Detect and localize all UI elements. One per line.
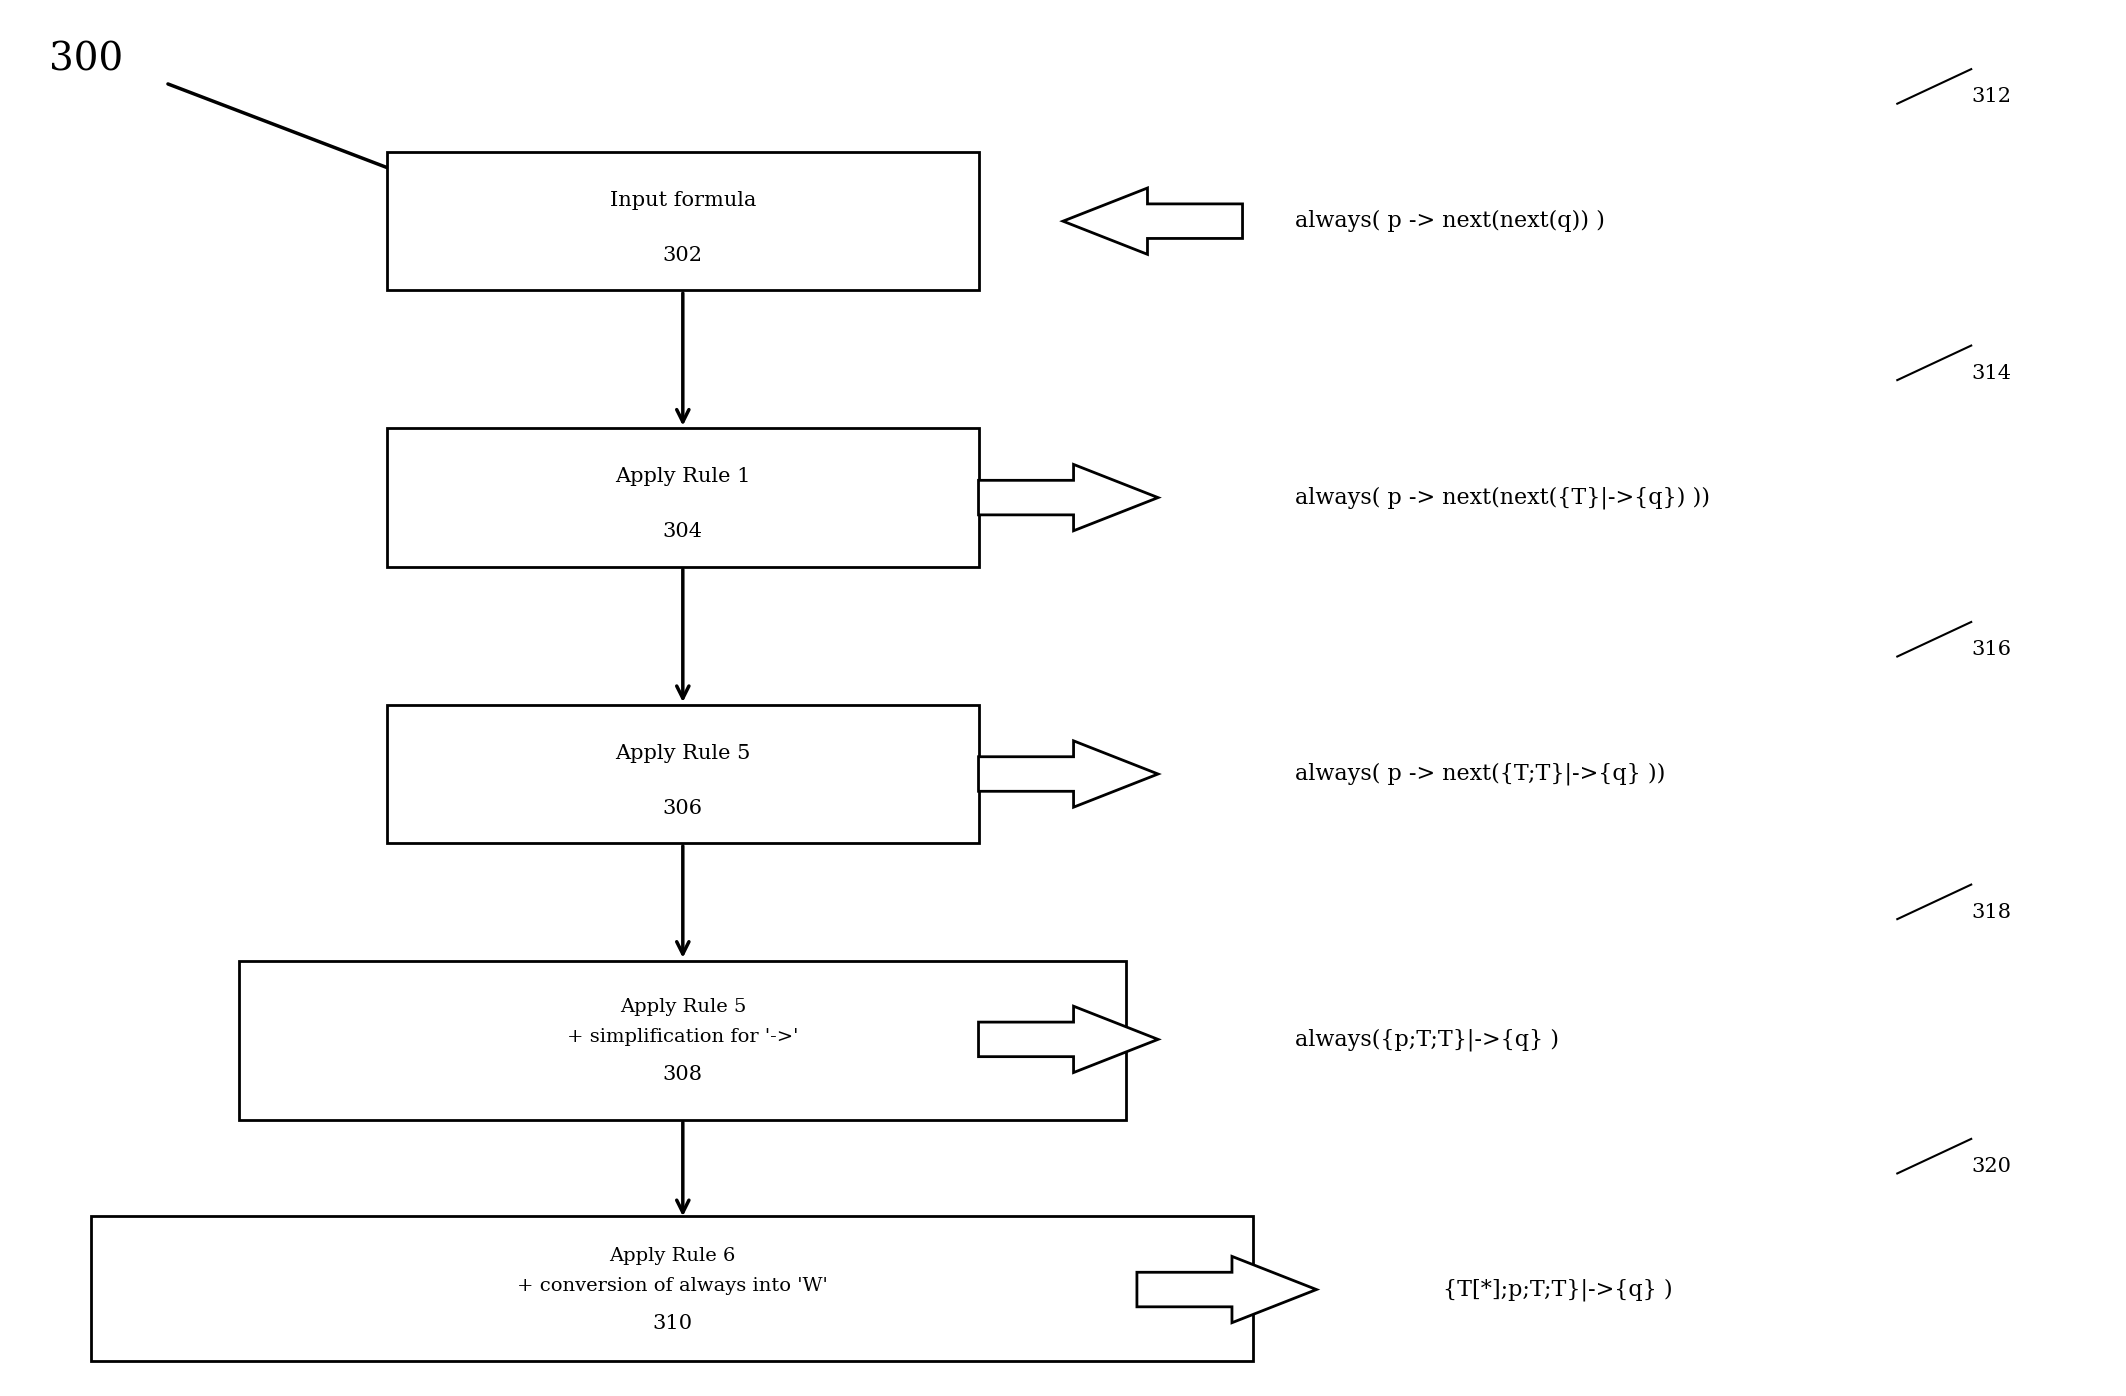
Polygon shape — [1137, 1256, 1316, 1323]
FancyBboxPatch shape — [387, 152, 978, 290]
Polygon shape — [978, 465, 1159, 530]
Text: + conversion of always into 'W': + conversion of always into 'W' — [517, 1277, 827, 1295]
Text: always( p -> next({T;T}|->{q} )): always( p -> next({T;T}|->{q} )) — [1295, 762, 1665, 786]
Text: Apply Rule 6: Apply Rule 6 — [608, 1247, 736, 1265]
Text: 314: 314 — [1971, 363, 2011, 383]
Text: 318: 318 — [1971, 903, 2011, 921]
Text: 300: 300 — [49, 42, 123, 78]
Polygon shape — [978, 1007, 1159, 1072]
Text: Input formula: Input formula — [610, 191, 757, 209]
Polygon shape — [978, 741, 1159, 807]
Text: Apply Rule 5: Apply Rule 5 — [614, 744, 750, 762]
Text: {T[*];p;T;T}|->{q} ): {T[*];p;T;T}|->{q} ) — [1444, 1279, 1673, 1301]
Text: 308: 308 — [663, 1065, 704, 1083]
Text: 306: 306 — [663, 799, 704, 818]
Text: Apply Rule 1: Apply Rule 1 — [614, 468, 750, 486]
Text: always({p;T;T}|->{q} ): always({p;T;T}|->{q} ) — [1295, 1027, 1558, 1051]
Text: + simplification for '->': + simplification for '->' — [568, 1029, 799, 1047]
Text: Apply Rule 5: Apply Rule 5 — [619, 998, 746, 1016]
FancyBboxPatch shape — [240, 960, 1127, 1120]
Text: 320: 320 — [1971, 1157, 2011, 1175]
FancyBboxPatch shape — [387, 705, 978, 843]
FancyBboxPatch shape — [387, 429, 978, 567]
Text: 312: 312 — [1971, 87, 2011, 106]
Text: 316: 316 — [1971, 639, 2011, 659]
Text: always( p -> next(next({T}|->{q}) )): always( p -> next(next({T}|->{q}) )) — [1295, 486, 1709, 510]
Polygon shape — [1063, 188, 1242, 254]
Text: 302: 302 — [663, 246, 704, 265]
Text: 310: 310 — [653, 1314, 693, 1333]
FancyBboxPatch shape — [91, 1216, 1252, 1361]
Text: 304: 304 — [663, 522, 704, 542]
Text: always( p -> next(next(q)) ): always( p -> next(next(q)) ) — [1295, 211, 1605, 232]
